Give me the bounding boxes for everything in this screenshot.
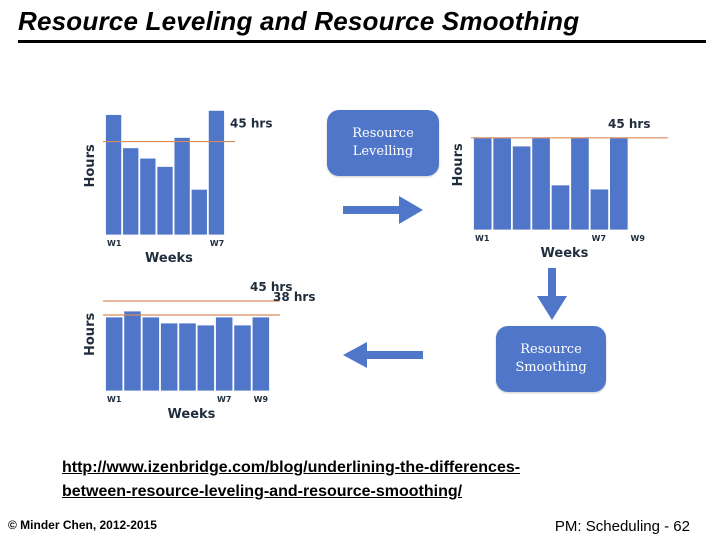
x-tick-label: W9 bbox=[631, 234, 646, 243]
x-tick-label: W9 bbox=[254, 395, 269, 404]
bar bbox=[178, 322, 197, 392]
bar bbox=[511, 145, 532, 231]
y-axis-label: Hours bbox=[83, 313, 98, 356]
smoothing-line-2: Smoothing bbox=[515, 360, 587, 375]
arrow-right-icon bbox=[343, 196, 423, 224]
x-tick-label: W1 bbox=[107, 395, 122, 404]
reference-line-label: 38 hrs bbox=[273, 290, 315, 304]
reference-line-label: 45 hrs bbox=[608, 117, 650, 131]
source-link-line-1[interactable]: http://www.izenbridge.com/blog/underlini… bbox=[62, 459, 521, 476]
x-axis-label: Weeks bbox=[168, 407, 216, 422]
levelling-histogram-svg: 45 hrs W1 W7 W9 Weeks Hours bbox=[451, 117, 668, 261]
levelling-histogram: 45 hrs W1 W7 W9 Weeks Hours bbox=[448, 98, 668, 268]
bar bbox=[207, 109, 225, 236]
source-link[interactable]: http://www.izenbridge.com/blog/underlini… bbox=[62, 456, 662, 504]
bar bbox=[141, 316, 160, 392]
reference-line-label: 45 hrs bbox=[250, 280, 292, 294]
bar bbox=[196, 324, 215, 392]
copyright-text: © Minder Chen, 2012-2015 bbox=[8, 518, 157, 532]
original-histogram: 45 hrs W1 W7 Weeks Hours bbox=[80, 95, 280, 270]
reference-line-label: 45 hrs bbox=[230, 117, 272, 131]
smoothing-histogram: 45 hrs 38 hrs W1 W7 W9 Weeks Hours bbox=[80, 276, 315, 422]
y-axis-label: Hours bbox=[451, 143, 466, 186]
bar bbox=[123, 310, 142, 392]
bar bbox=[160, 322, 179, 392]
x-tick-label: W7 bbox=[210, 239, 224, 248]
bar bbox=[105, 316, 124, 392]
smoothing-line-1: Resource bbox=[520, 342, 582, 357]
bar bbox=[609, 137, 629, 231]
x-axis-label: Weeks bbox=[541, 246, 589, 261]
source-link-line-2[interactable]: between-resource-leveling-and-resource-s… bbox=[62, 483, 463, 500]
x-tick-label: W1 bbox=[107, 239, 122, 248]
bar bbox=[570, 137, 590, 231]
bar bbox=[589, 188, 610, 231]
bar bbox=[233, 324, 252, 392]
levelling-line-2: Levelling bbox=[352, 144, 414, 159]
title-underline bbox=[18, 40, 706, 43]
bar bbox=[531, 137, 551, 231]
bar bbox=[492, 137, 512, 231]
x-axis-label: Weeks bbox=[145, 251, 193, 266]
resource-smoothing-box: Resource Smoothing bbox=[496, 326, 606, 392]
x-tick-label: W1 bbox=[475, 234, 490, 243]
levelling-line-1: Resource bbox=[352, 126, 414, 141]
bar bbox=[156, 166, 174, 236]
x-tick-label: W7 bbox=[217, 395, 231, 404]
arrow-left-icon bbox=[343, 342, 423, 368]
x-tick-label: W7 bbox=[592, 234, 606, 243]
slide-title: Resource Leveling and Resource Smoothing bbox=[18, 6, 580, 36]
arrow-down-icon bbox=[537, 268, 567, 320]
bar bbox=[550, 184, 571, 231]
bar bbox=[251, 316, 270, 392]
bar bbox=[190, 188, 208, 236]
bar bbox=[215, 316, 234, 392]
bar bbox=[105, 114, 123, 236]
bar bbox=[122, 147, 140, 236]
bar bbox=[473, 137, 493, 231]
original-histogram-svg: 45 hrs W1 W7 Weeks Hours bbox=[83, 109, 272, 266]
bar bbox=[173, 136, 191, 236]
bar bbox=[139, 157, 157, 236]
y-axis-label: Hours bbox=[83, 144, 98, 187]
slide-number: PM: Scheduling - 62 bbox=[554, 518, 690, 535]
resource-levelling-box: Resource Levelling bbox=[327, 110, 439, 176]
